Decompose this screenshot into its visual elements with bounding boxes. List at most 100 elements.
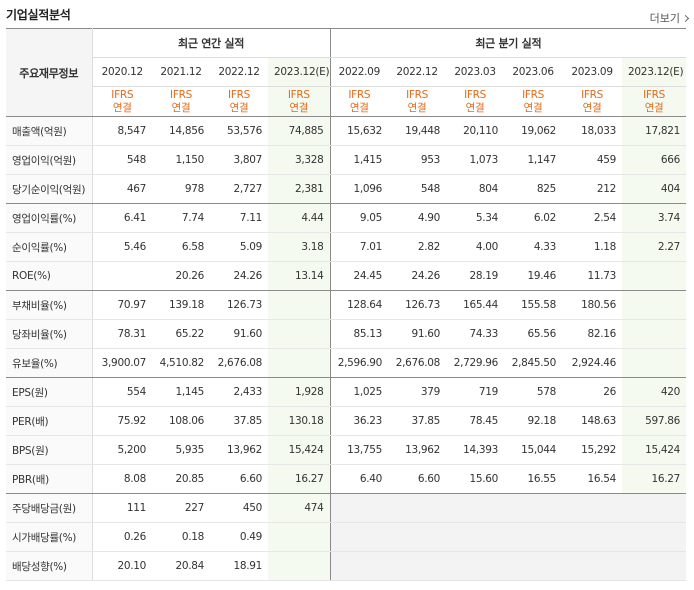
table-cell: 2,729.96 [446, 348, 505, 378]
table-cell: 1,145 [152, 377, 210, 407]
table-cell: 2,676.08 [210, 348, 268, 378]
table-cell [622, 261, 687, 291]
table-cell: 91.60 [388, 319, 447, 349]
table-cell: 20.85 [152, 464, 210, 494]
quarter-header: 최근 분기 실적 [330, 28, 687, 58]
table-cell [562, 551, 623, 581]
table-cell: 554 [92, 377, 152, 407]
table-cell [562, 493, 623, 523]
period-header: 2020.12 [92, 57, 152, 87]
table-cell: 3.18 [268, 232, 331, 262]
table-cell: 6.41 [92, 203, 152, 233]
standard-bottom: 연결 [171, 102, 191, 114]
table-cell: 450 [210, 493, 268, 523]
table-cell: 0.18 [152, 522, 210, 552]
table-cell: 1,415 [330, 145, 389, 175]
table-cell [622, 522, 687, 552]
table-cell: 36.23 [330, 406, 389, 436]
table-cell: 20.84 [152, 551, 210, 581]
accounting-standard: IFRS 연결 [504, 86, 563, 117]
table-cell: 20.26 [152, 261, 210, 291]
table-row: 유보율(%) 3,900.07 4,510.82 2,676.08 2,596.90 2,… [6, 348, 687, 378]
row-label: EPS(원) [6, 377, 93, 407]
table-cell: 3,900.07 [92, 348, 152, 378]
row-label: ROE(%) [6, 261, 93, 291]
accounting-standard: IFRS 연결 [622, 86, 687, 117]
chevron-right-icon [681, 14, 690, 22]
table-cell [268, 551, 331, 581]
table-cell [622, 551, 687, 581]
table-cell [92, 261, 152, 291]
table-cell: 1,025 [330, 377, 389, 407]
table-cell: 0.26 [92, 522, 152, 552]
table-cell: 85.13 [330, 319, 389, 349]
table-cell [268, 522, 331, 552]
table-cell: 6.60 [210, 464, 268, 494]
accounting-standard: IFRS 연결 [210, 86, 268, 117]
table-cell: 78.45 [446, 406, 505, 436]
table-cell: 16.54 [562, 464, 623, 494]
table-row: 주당배당금(원) 111 227 450 474 [6, 493, 687, 523]
more-link-label: 더보기 [649, 12, 680, 25]
period-header: 2022.12 [210, 57, 268, 87]
table-row: 영업이익(억원) 548 1,150 3,807 3,328 1,415 953 1,073 1… [6, 145, 687, 175]
table-cell: 11.73 [562, 261, 623, 291]
table-cell: 6.40 [330, 464, 389, 494]
standard-bottom: 연결 [407, 102, 427, 114]
table-cell: 420 [622, 377, 687, 407]
standard-top: IFRS [170, 89, 192, 101]
period-header: 2022.09 [330, 57, 389, 87]
row-label: 배당성향(%) [6, 551, 93, 581]
table-cell [330, 522, 389, 552]
table-row: PER(배) 75.92 108.06 37.85 130.18 36.23 37.85 78… [6, 406, 687, 436]
table-cell: 804 [446, 174, 505, 204]
table-cell [388, 522, 447, 552]
table-cell [622, 319, 687, 349]
table-cell: 126.73 [210, 290, 268, 320]
accounting-standard: IFRS 연결 [152, 86, 210, 117]
financial-table: 주요재무정보 최근 연간 실적 최근 분기 실적 2020.12 2021.12 2… [6, 28, 687, 581]
table-cell: 2,845.50 [504, 348, 563, 378]
table-cell: 4.90 [388, 203, 447, 233]
standard-top: IFRS [581, 89, 603, 101]
table-cell: 130.18 [268, 406, 331, 436]
row-label: 당기순이익(억원) [6, 174, 93, 204]
table-cell: 74.33 [446, 319, 505, 349]
table-cell: 5,935 [152, 435, 210, 465]
table-cell: 578 [504, 377, 563, 407]
table-cell: 2.82 [388, 232, 447, 262]
accounting-standard: IFRS 연결 [268, 86, 331, 117]
table-cell: 148.63 [562, 406, 623, 436]
table-cell: 165.44 [446, 290, 505, 320]
standard-bottom: 연결 [465, 102, 485, 114]
table-cell: 20.10 [92, 551, 152, 581]
table-cell: 1,928 [268, 377, 331, 407]
table-cell: 37.85 [388, 406, 447, 436]
table-cell: 953 [388, 145, 447, 175]
annual-header: 최근 연간 실적 [92, 28, 331, 58]
standard-top: IFRS [348, 89, 371, 101]
standard-top: IFRS [643, 89, 665, 101]
table-cell: 65.22 [152, 319, 210, 349]
table-cell: 18.91 [210, 551, 268, 581]
table-cell: 28.19 [446, 261, 505, 291]
standard-bottom: 연결 [523, 102, 543, 114]
period-header: 2021.12 [152, 57, 210, 87]
table-cell: 75.92 [92, 406, 152, 436]
table-row: 영업이익률(%) 6.41 7.74 7.11 4.44 9.05 4.90 5.34 6.02… [6, 203, 687, 233]
standard-top: IFRS [406, 89, 428, 101]
standard-top: IFRS [464, 89, 486, 101]
table-cell: 15,044 [504, 435, 563, 465]
table-cell: 3,807 [210, 145, 268, 175]
table-cell: 5.09 [210, 232, 268, 262]
table-cell: 2.27 [622, 232, 687, 262]
table-row: 당좌비율(%) 78.31 65.22 91.60 85.13 91.60 74.33 65.… [6, 319, 687, 349]
table-cell: 978 [152, 174, 210, 204]
table-row: ROE(%) 20.26 24.26 13.14 24.45 24.26 28.19 19.4… [6, 261, 687, 291]
table-cell: 4.44 [268, 203, 331, 233]
table-cell: 404 [622, 174, 687, 204]
table-cell: 1,147 [504, 145, 563, 175]
more-link[interactable]: 더보기 [649, 10, 690, 26]
row-label: 매출액(억원) [6, 116, 93, 146]
table-cell: 2,433 [210, 377, 268, 407]
